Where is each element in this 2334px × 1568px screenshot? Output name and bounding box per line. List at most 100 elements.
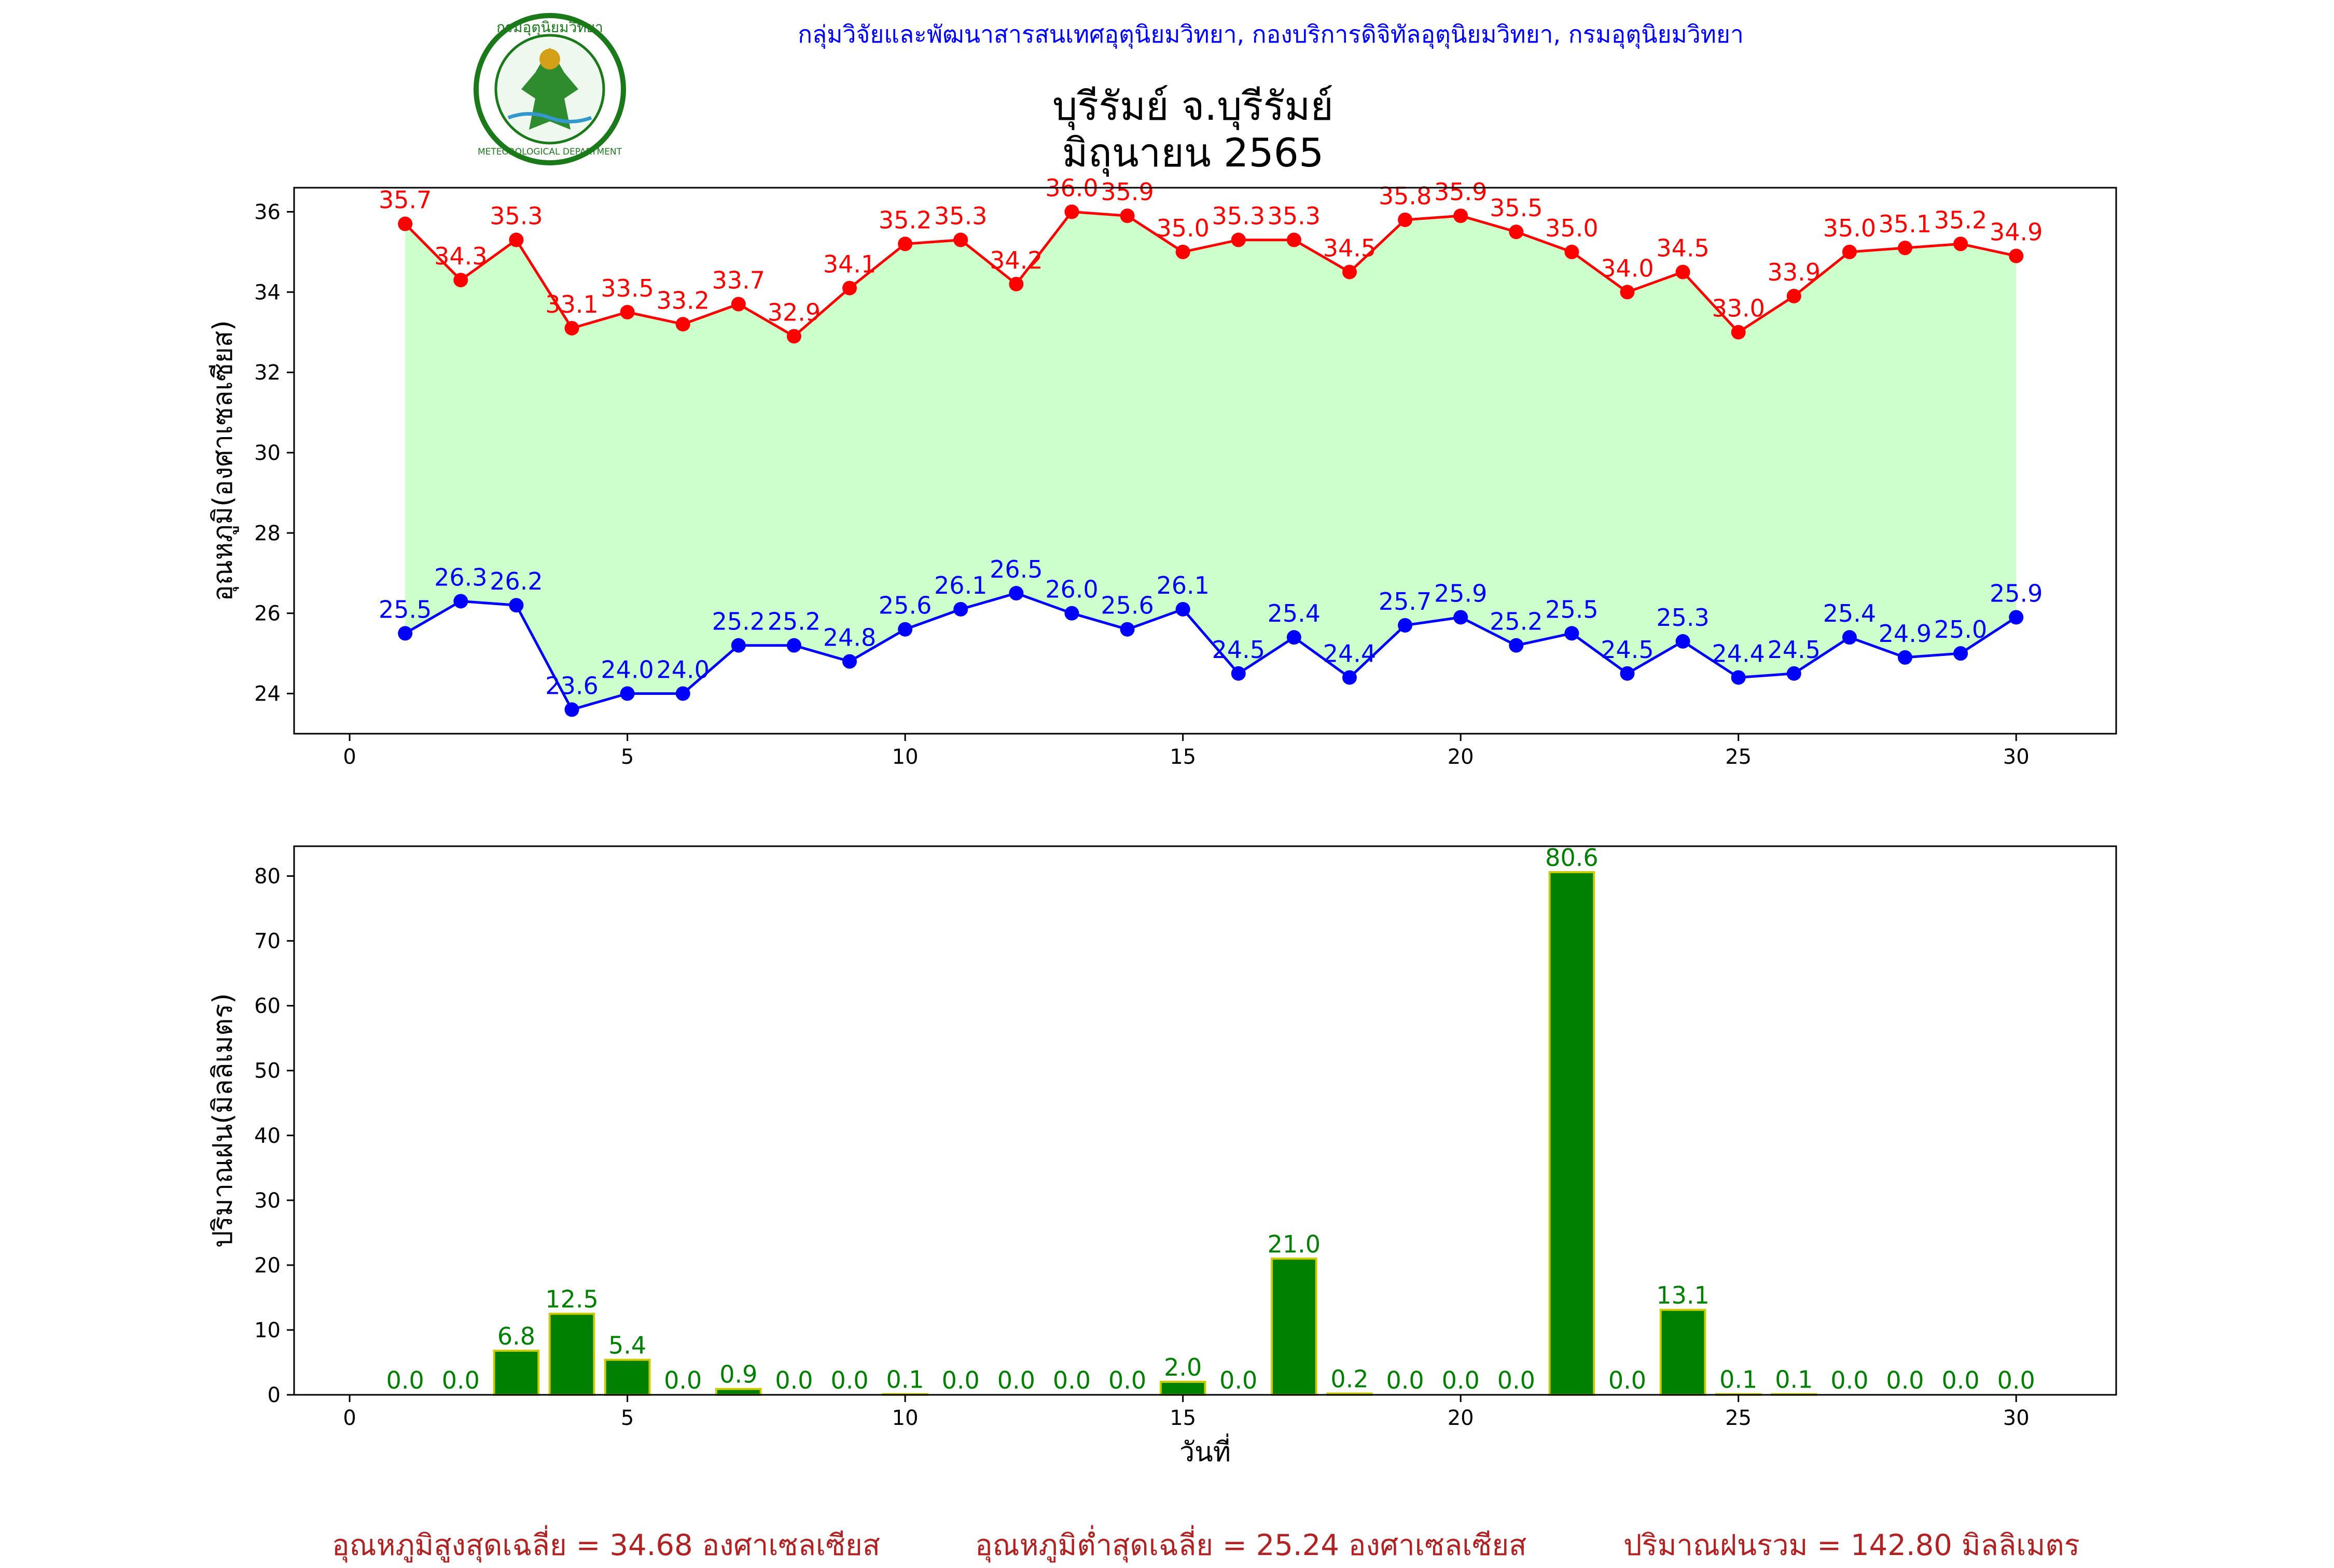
min-temp-data-label: 25.2 — [1490, 608, 1543, 636]
rain-y-tick-label: 50 — [254, 1059, 281, 1083]
min-temp-point — [398, 626, 413, 641]
rain-data-label: 0.0 — [1497, 1366, 1535, 1394]
temp-y-tick-label: 26 — [254, 602, 281, 626]
rain-y-tick-label: 10 — [254, 1319, 281, 1342]
rain-data-label: 0.0 — [775, 1366, 813, 1394]
max-temp-data-label: 35.1 — [1879, 210, 1932, 238]
temp-x-tick-label: 30 — [2003, 745, 2030, 769]
rain-data-label: 80.6 — [1545, 844, 1598, 872]
min-temp-point — [898, 622, 913, 637]
rain-bar — [1548, 871, 1595, 1396]
max-temp-point — [509, 232, 524, 247]
min-temp-data-label: 25.2 — [768, 608, 821, 636]
rain-x-tick-label: 0 — [343, 1406, 356, 1430]
max-temp-data-label: 35.8 — [1379, 182, 1432, 210]
temp-y-tick-label: 32 — [254, 361, 281, 385]
max-temp-data-label: 35.9 — [1434, 178, 1487, 206]
logo-text: กรมอุตุนิยมวิทยา — [496, 19, 603, 36]
min-temp-data-label: 24.0 — [657, 656, 710, 684]
min-temp-point — [453, 594, 468, 609]
rain-y-tick-label: 70 — [254, 930, 281, 954]
rain-data-label: 0.1 — [886, 1366, 924, 1394]
rain-data-label: 0.0 — [664, 1366, 702, 1394]
rain-data-label: 0.0 — [442, 1366, 480, 1394]
logo-figure — [521, 48, 578, 130]
min-temp-data-label: 25.9 — [1990, 579, 2043, 607]
rain-y-tick-label: 40 — [254, 1124, 281, 1148]
agency-header: กลุ่มวิจัยและพัฒนาสารสนเทศอุตุนิยมวิทยา,… — [798, 20, 1744, 48]
min-temp-data-label: 26.1 — [934, 571, 987, 599]
max-temp-point — [1731, 325, 1746, 340]
max-temp-point — [1120, 208, 1135, 223]
rain-data-label: 0.1 — [1775, 1366, 1813, 1394]
max-temp-point — [1286, 232, 1301, 247]
max-temp-data-label: 35.2 — [879, 206, 932, 234]
rain-bar — [1271, 1257, 1317, 1396]
logo-water — [507, 112, 592, 123]
max-temp-data-label: 35.5 — [1490, 194, 1543, 222]
meteorological-department-logo: กรมอุตุนิยมวิทยา METEOROLOGICAL DEPARTME… — [474, 13, 626, 165]
temp-x-tick-label: 15 — [1170, 745, 1196, 769]
max-temp-data-label: 32.9 — [768, 298, 821, 326]
min-temp-point — [1898, 650, 1913, 665]
max-temp-point — [564, 320, 579, 335]
rain-data-label: 0.0 — [830, 1366, 868, 1394]
min-temp-point — [731, 638, 746, 653]
rain-data-label: 0.9 — [719, 1361, 757, 1389]
rain-bar — [604, 1359, 651, 1396]
rain-data-label: 0.0 — [1608, 1366, 1646, 1394]
min-temp-data-label: 24.5 — [1768, 636, 1821, 664]
min-temp-data-label: 25.9 — [1434, 579, 1487, 607]
min-temp-point — [1731, 670, 1746, 685]
min-temp-point — [1398, 618, 1413, 633]
min-temp-data-label: 26.0 — [1045, 576, 1098, 604]
min-temp-point — [1786, 666, 1801, 681]
rainfall-panel: 0.0 0.0 6.8 12.5 5.4 0.0 0.9 0.0 0.0 0.1 0.0 0.0 0.0… — [207, 844, 2117, 1468]
min-temp-data-label: 25.7 — [1379, 587, 1432, 615]
min-temp-point — [1175, 601, 1190, 617]
min-temp-average: อุณหภูมิต่ำสุดเฉลี่ย = 25.24 องศาเซลเซีย… — [975, 1529, 1527, 1562]
max-temp-data-label: 34.0 — [1601, 254, 1654, 282]
max-temp-data-label: 35.9 — [1101, 178, 1154, 206]
min-temp-data-label: 24.9 — [1879, 620, 1932, 648]
min-temp-point — [842, 654, 857, 669]
min-temp-data-label: 25.2 — [712, 608, 765, 636]
max-temp-point — [398, 216, 413, 231]
max-temp-data-label: 35.0 — [1823, 214, 1876, 242]
temp-x-tick-label: 25 — [1725, 745, 1752, 769]
rain-data-label: 2.0 — [1164, 1353, 1202, 1381]
rain-y-tick-label: 30 — [254, 1189, 281, 1213]
rain-bar — [493, 1349, 540, 1396]
min-temp-data-label: 24.5 — [1601, 636, 1654, 664]
min-temp-data-label: 25.5 — [379, 595, 432, 623]
rain-data-label: 0.0 — [386, 1366, 424, 1394]
max-temp-point — [1064, 204, 1079, 219]
max-temp-point — [620, 305, 635, 320]
max-temp-point — [1898, 241, 1913, 256]
max-temp-data-label: 34.2 — [990, 246, 1043, 274]
max-temp-data-label: 33.5 — [601, 274, 654, 302]
rain-data-label: 0.0 — [1442, 1366, 1480, 1394]
max-temp-point — [842, 281, 857, 296]
rain-x-tick-label: 5 — [621, 1406, 634, 1430]
station-title: บุรีรัมย์ จ.บุรีรัมย์ — [1052, 83, 1333, 129]
max-temp-data-label: 34.5 — [1323, 234, 1376, 262]
max-temp-data-label: 35.2 — [1934, 206, 1987, 234]
rain-x-tick-label: 25 — [1725, 1406, 1752, 1430]
min-temp-point — [2009, 610, 2024, 625]
max-temp-point — [1564, 244, 1579, 259]
min-temp-point — [1120, 622, 1135, 637]
max-temp-point — [1620, 285, 1635, 300]
max-temp-data-label: 35.3 — [1268, 202, 1321, 230]
temp-x-tick-label: 0 — [343, 745, 356, 769]
max-temp-data-label: 33.9 — [1768, 258, 1821, 286]
rain-data-label: 0.1 — [1719, 1366, 1757, 1394]
max-temp-point — [1675, 264, 1690, 279]
max-temp-point — [675, 317, 690, 332]
min-temp-data-label: 26.1 — [1156, 571, 1209, 599]
max-temp-point — [1842, 244, 1857, 259]
min-temp-data-label: 25.5 — [1545, 595, 1598, 623]
min-temp-data-label: 24.0 — [601, 656, 654, 684]
min-temp-point — [509, 598, 524, 613]
rain-data-label: 0.0 — [1108, 1366, 1146, 1394]
